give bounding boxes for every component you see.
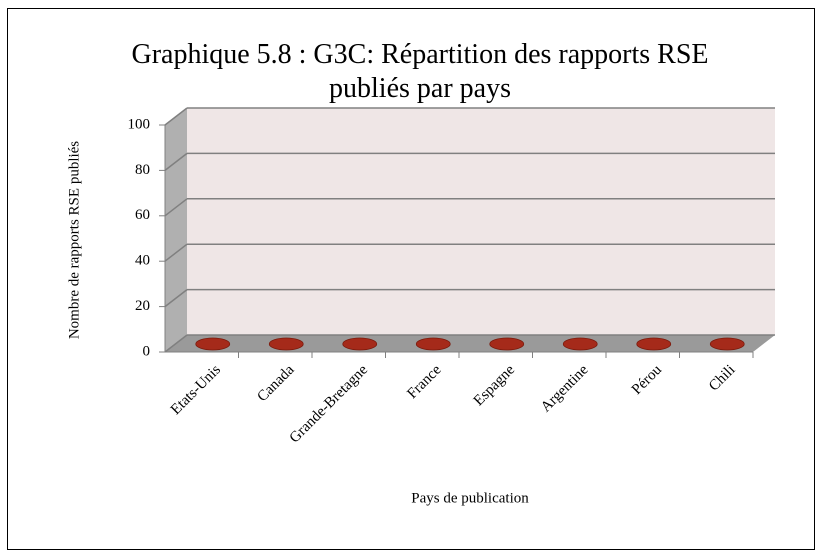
bar-cap: [562, 337, 598, 351]
y-axis-title: Nombre de rapports RSE publiés: [66, 141, 82, 339]
y-tick-label: 0: [143, 343, 151, 359]
grid-line-side: [164, 152, 188, 171]
bar: [195, 337, 231, 351]
bar: [562, 337, 598, 351]
bar-cap: [195, 337, 231, 351]
grid-line-side: [164, 243, 188, 262]
chart-title: Graphique 5.8 : G3C: Répartition des rap…: [131, 39, 709, 104]
y-tick-label: 40: [135, 253, 150, 269]
x-axis-title: Pays de publication: [411, 490, 529, 506]
bar: [342, 337, 378, 351]
side-wall: [165, 108, 187, 352]
y-tick-label: 100: [128, 116, 151, 132]
back-wall: [187, 108, 775, 335]
bar-cap: [636, 337, 672, 351]
bar: [636, 337, 672, 351]
grid-line-side: [164, 107, 188, 126]
bar-cap: [415, 337, 451, 351]
bar-cap: [489, 337, 525, 351]
y-tick-label: 60: [135, 207, 150, 223]
bar-cap: [709, 337, 745, 351]
grid-line-side: [164, 198, 188, 217]
bar: [268, 337, 304, 351]
floor: [165, 335, 775, 352]
bar-cap: [342, 337, 378, 351]
bar: [489, 337, 525, 351]
bar-cap: [268, 337, 304, 351]
y-tick-label: 20: [135, 298, 150, 314]
bar: [415, 337, 451, 351]
grid-line-side: [164, 334, 188, 353]
grid-line-side: [164, 289, 188, 308]
y-tick-label: 80: [135, 162, 150, 178]
bar: [709, 337, 745, 351]
